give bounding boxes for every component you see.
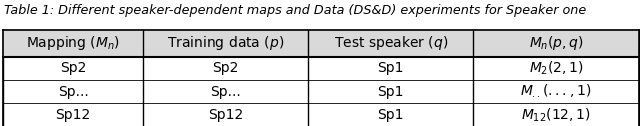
Text: $M_2(2,1)$: $M_2(2,1)$ [529, 60, 584, 77]
Text: Sp1: Sp1 [378, 61, 404, 75]
Text: Sp12: Sp12 [56, 108, 91, 122]
Text: Training data ($p$): Training data ($p$) [167, 34, 284, 52]
Text: Table 1: Different speaker-dependent maps and Data (DS&D) experiments for Speake: Table 1: Different speaker-dependent map… [4, 4, 587, 17]
Text: Sp1: Sp1 [378, 108, 404, 122]
Text: Sp1: Sp1 [378, 85, 404, 99]
FancyBboxPatch shape [3, 30, 639, 126]
Text: Sp...: Sp... [211, 85, 241, 99]
Text: $M_{12}(12,1)$: $M_{12}(12,1)$ [521, 106, 591, 124]
Text: Test speaker ($q$): Test speaker ($q$) [333, 34, 448, 52]
Text: $M_{..}(...,1)$: $M_{..}(...,1)$ [520, 83, 592, 100]
Text: Mapping ($M_n$): Mapping ($M_n$) [26, 34, 120, 52]
Text: Sp...: Sp... [58, 85, 88, 99]
Text: Sp12: Sp12 [208, 108, 243, 122]
Text: Sp2: Sp2 [60, 61, 86, 75]
FancyBboxPatch shape [3, 30, 639, 57]
Text: Sp2: Sp2 [212, 61, 239, 75]
Text: $M_n(p,q)$: $M_n(p,q)$ [529, 34, 584, 52]
